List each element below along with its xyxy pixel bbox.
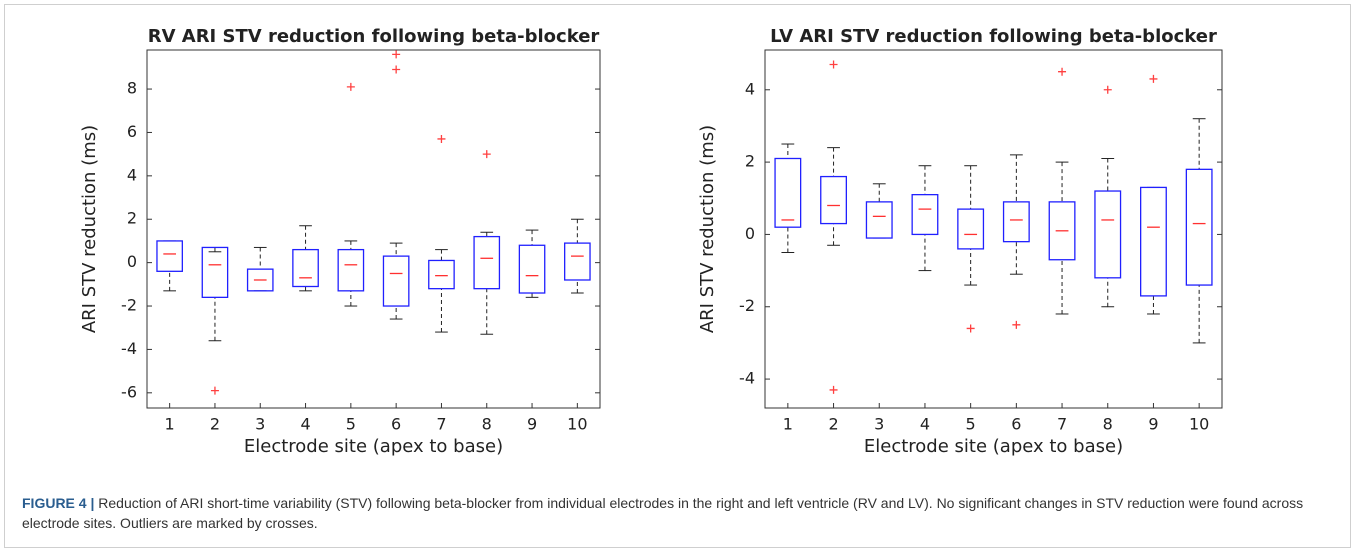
- outlier: [437, 134, 446, 143]
- x-tick-label: 8: [482, 415, 492, 434]
- x-tick-label: 10: [567, 415, 587, 434]
- x-tick-label: 5: [346, 415, 356, 434]
- x-axis-label: Electrode site (apex to base): [864, 436, 1123, 457]
- box: [292, 248, 319, 288]
- y-tick-label: 8: [127, 79, 137, 98]
- box: [564, 242, 591, 281]
- box: [1094, 190, 1122, 279]
- x-tick-label: 1: [165, 415, 175, 434]
- axes-frame: [764, 49, 1223, 409]
- caption-label: FIGURE 4 |: [22, 495, 95, 511]
- y-tick-label: 2: [745, 152, 755, 171]
- x-axis-label: Electrode site (apex to base): [244, 436, 503, 457]
- box: [201, 246, 229, 298]
- box: [1140, 186, 1167, 297]
- y-axis-label: ARI STV reduction (ms): [79, 125, 100, 333]
- y-axis-label: ARI STV reduction (ms): [697, 125, 718, 333]
- box: [382, 255, 410, 307]
- outlier: [829, 385, 838, 394]
- x-tick-label: 9: [527, 415, 537, 434]
- x-tick-label: 7: [1057, 415, 1067, 434]
- y-tick-label: -2: [121, 296, 137, 315]
- x-tick-label: 2: [828, 415, 838, 434]
- outlier: [1149, 74, 1158, 83]
- axes-frame: [146, 49, 601, 409]
- outlier: [482, 150, 491, 159]
- y-tick-label: 2: [127, 209, 137, 228]
- x-tick-label: 5: [966, 415, 976, 434]
- y-tick-label: 0: [745, 224, 755, 243]
- x-tick-label: 10: [1189, 415, 1209, 434]
- y-tick-label: -4: [739, 369, 755, 388]
- caption: FIGURE 4 | Reduction of ARI short-time v…: [22, 493, 1322, 533]
- chart-title: LV ARI STV reduction following beta-bloc…: [770, 26, 1217, 47]
- outlier: [966, 324, 975, 333]
- y-tick-label: 4: [745, 79, 755, 98]
- x-tick-label: 7: [436, 415, 446, 434]
- y-tick-label: 6: [127, 122, 137, 141]
- y-tick-label: -2: [739, 296, 755, 315]
- x-tick-label: 6: [1011, 415, 1021, 434]
- outlier: [829, 60, 838, 69]
- x-tick-label: 2: [210, 415, 220, 434]
- y-tick-label: -4: [121, 339, 137, 358]
- figure-frame: [4, 4, 1351, 548]
- x-tick-label: 8: [1103, 415, 1113, 434]
- x-tick-label: 4: [920, 415, 930, 434]
- x-tick-label: 9: [1148, 415, 1158, 434]
- box: [1185, 168, 1213, 286]
- box: [820, 175, 847, 225]
- outlier: [1012, 320, 1021, 329]
- box: [518, 244, 546, 294]
- caption-text: Reduction of ARI short-time variability …: [22, 495, 1304, 531]
- box: [246, 268, 274, 292]
- box: [473, 235, 501, 290]
- box: [428, 259, 455, 290]
- outlier: [1103, 85, 1112, 94]
- x-tick-label: 6: [391, 415, 401, 434]
- outlier: [346, 82, 355, 91]
- x-tick-label: 3: [255, 415, 265, 434]
- y-tick-label: 0: [127, 252, 137, 271]
- outlier: [392, 50, 401, 59]
- box: [957, 208, 985, 250]
- box: [911, 193, 939, 236]
- outlier: [1058, 67, 1067, 76]
- y-tick-label: -6: [121, 382, 137, 401]
- box: [156, 240, 183, 272]
- box: [1048, 201, 1076, 261]
- x-tick-label: 1: [783, 415, 793, 434]
- x-tick-label: 4: [300, 415, 310, 434]
- box: [774, 157, 802, 228]
- outlier: [392, 65, 401, 74]
- box: [865, 201, 893, 239]
- y-tick-label: 4: [127, 165, 137, 184]
- x-tick-label: 3: [874, 415, 884, 434]
- chart-title: RV ARI STV reduction following beta-bloc…: [148, 26, 600, 47]
- box: [337, 248, 365, 292]
- outlier: [210, 386, 219, 395]
- charts: RV ARI STV reduction following beta-bloc…: [79, 26, 1223, 457]
- box: [1002, 201, 1030, 243]
